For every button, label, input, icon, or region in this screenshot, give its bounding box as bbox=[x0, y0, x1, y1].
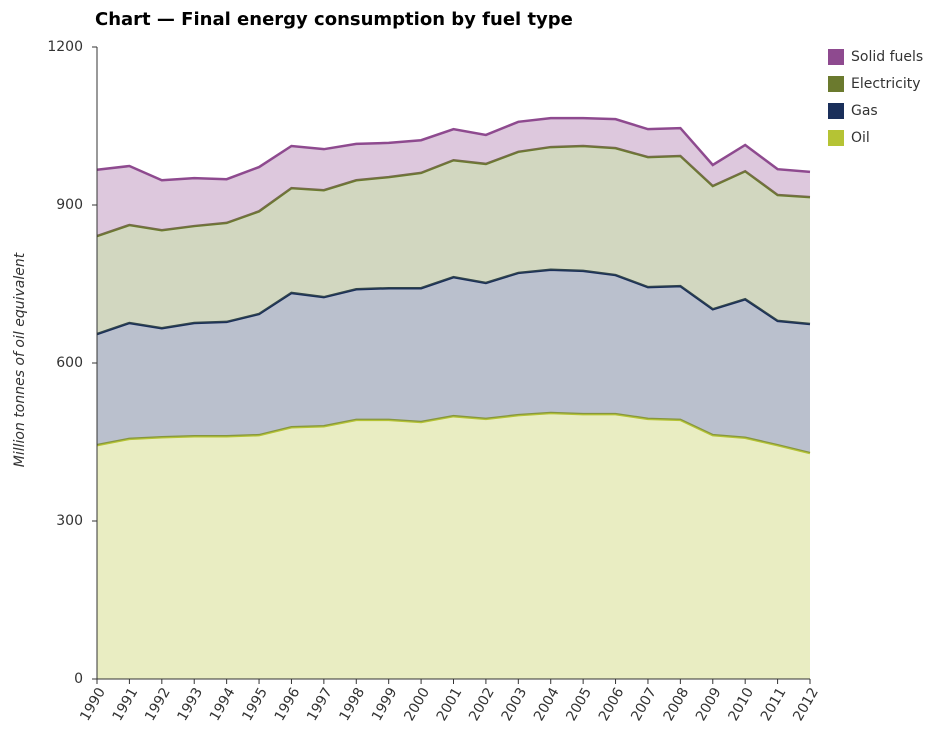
legend-swatch bbox=[828, 130, 844, 146]
legend-label: Oil bbox=[851, 130, 870, 146]
x-tick-label: 1999 bbox=[369, 685, 401, 724]
x-tick-label: 1998 bbox=[337, 685, 369, 724]
x-tick-label: 2000 bbox=[401, 685, 433, 724]
y-tick-label: 600 bbox=[56, 355, 83, 371]
y-tick-label: 0 bbox=[74, 671, 83, 687]
x-tick-label: 2001 bbox=[434, 685, 466, 724]
chart-title: Chart — Final energy consumption by fuel… bbox=[95, 9, 573, 30]
area-line bbox=[96, 411, 811, 455]
area-line bbox=[96, 144, 811, 238]
area bbox=[97, 413, 810, 679]
area-line bbox=[96, 268, 811, 336]
area-line bbox=[96, 116, 811, 182]
x-tick-label: 2004 bbox=[531, 685, 563, 724]
x-tick-label: 2012 bbox=[790, 685, 822, 724]
x-tick-label: 2006 bbox=[596, 685, 628, 724]
area bbox=[97, 146, 810, 335]
area bbox=[97, 118, 810, 237]
area bbox=[97, 269, 810, 454]
legend-swatch bbox=[828, 76, 844, 92]
legend-swatch bbox=[828, 49, 844, 65]
x-tick-label: 1996 bbox=[272, 685, 304, 724]
legend-swatch bbox=[828, 103, 844, 119]
x-tick-label: 2011 bbox=[758, 685, 790, 724]
x-tick-label: 2008 bbox=[661, 685, 693, 724]
y-axis-label: Million tonnes of oil equivalent bbox=[12, 252, 28, 467]
x-tick-label: 2007 bbox=[628, 685, 660, 724]
x-tick-label: 1997 bbox=[304, 685, 336, 724]
y-tick-label: 300 bbox=[56, 513, 83, 529]
y-tick-label: 900 bbox=[56, 197, 83, 213]
x-tick-label: 1994 bbox=[207, 685, 239, 724]
legend-label: Solid fuels bbox=[851, 49, 923, 65]
x-tick-label: 2002 bbox=[466, 685, 498, 724]
x-tick-label: 1995 bbox=[239, 685, 271, 724]
x-tick-label: 2003 bbox=[499, 685, 531, 724]
x-tick-label: 2009 bbox=[693, 685, 725, 724]
x-tick-label: 2005 bbox=[563, 685, 595, 724]
x-tick-label: 1990 bbox=[77, 685, 109, 724]
y-tick-label: 1200 bbox=[47, 39, 83, 55]
legend-label: Gas bbox=[851, 103, 878, 119]
x-tick-label: 1991 bbox=[110, 685, 142, 724]
legend-label: Electricity bbox=[851, 76, 921, 92]
x-tick-label: 1992 bbox=[142, 685, 174, 724]
x-tick-label: 2010 bbox=[725, 685, 757, 724]
x-tick-label: 1993 bbox=[174, 685, 206, 724]
